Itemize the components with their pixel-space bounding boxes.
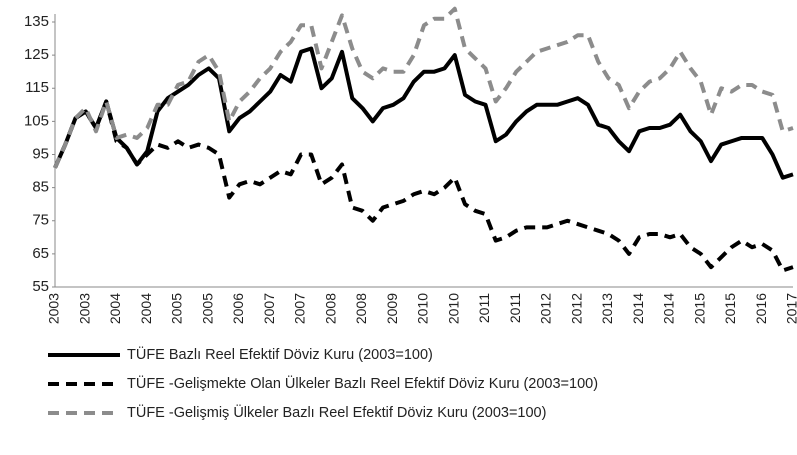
x-tick-label: 2013 — [599, 293, 615, 324]
y-tick-label: 85 — [32, 179, 49, 196]
x-tick-label: 2003 — [76, 293, 92, 324]
x-tick-label: 2006 — [230, 293, 246, 324]
x-tick-label: 2010 — [445, 293, 461, 324]
x-tick-label: 2010 — [415, 293, 431, 324]
x-tick-label: 2008 — [353, 293, 369, 324]
x-tick-label: 2017 — [784, 293, 797, 324]
x-tick-label: 2003 — [46, 293, 62, 324]
x-tick-label: 2005 — [169, 293, 185, 324]
y-tick-label: 95 — [32, 145, 49, 162]
legend-label: TÜFE Bazlı Reel Efektif Döviz Kuru (2003… — [127, 345, 433, 363]
series-line — [53, 46, 794, 180]
x-tick-label: 2005 — [199, 293, 215, 324]
x-tick-label: 2015 — [722, 293, 738, 324]
x-tick-label: 2009 — [384, 293, 400, 324]
y-tick-label: 65 — [32, 245, 49, 262]
x-tick-label: 2004 — [107, 293, 123, 324]
x-tick-label: 2011 — [476, 293, 492, 323]
x-tick-label: 2012 — [568, 293, 584, 324]
y-tick-label: 105 — [24, 112, 49, 129]
y-tick-label: 55 — [32, 278, 49, 295]
series-line — [53, 6, 794, 169]
x-tick-label: 2011 — [507, 293, 523, 323]
x-tick-label: 2016 — [753, 293, 769, 324]
y-tick-label: 115 — [25, 79, 49, 96]
x-tick-label: 2014 — [661, 293, 677, 324]
x-tick-label: 2007 — [292, 293, 308, 324]
x-tick-label: 2007 — [261, 293, 277, 324]
series-line — [53, 99, 794, 273]
y-tick-label: 135 — [24, 13, 49, 30]
y-tick-label: 75 — [32, 212, 49, 229]
legend: TÜFE Bazlı Reel Efektif Döviz Kuru (2003… — [48, 345, 598, 421]
y-tick-label: 125 — [24, 46, 49, 63]
x-tick-label: 2014 — [630, 293, 646, 324]
legend-label: TÜFE -Gelişmekte Olan Ülkeler Bazlı Reel… — [127, 374, 598, 392]
legend-label: TÜFE -Gelişmiş Ülkeler Bazlı Reel Efekti… — [127, 403, 546, 421]
x-tick-label: 2008 — [322, 293, 338, 324]
x-tick-label: 2004 — [138, 293, 154, 324]
x-tick-label: 2012 — [538, 293, 554, 324]
x-tick-label: 2015 — [691, 293, 707, 324]
